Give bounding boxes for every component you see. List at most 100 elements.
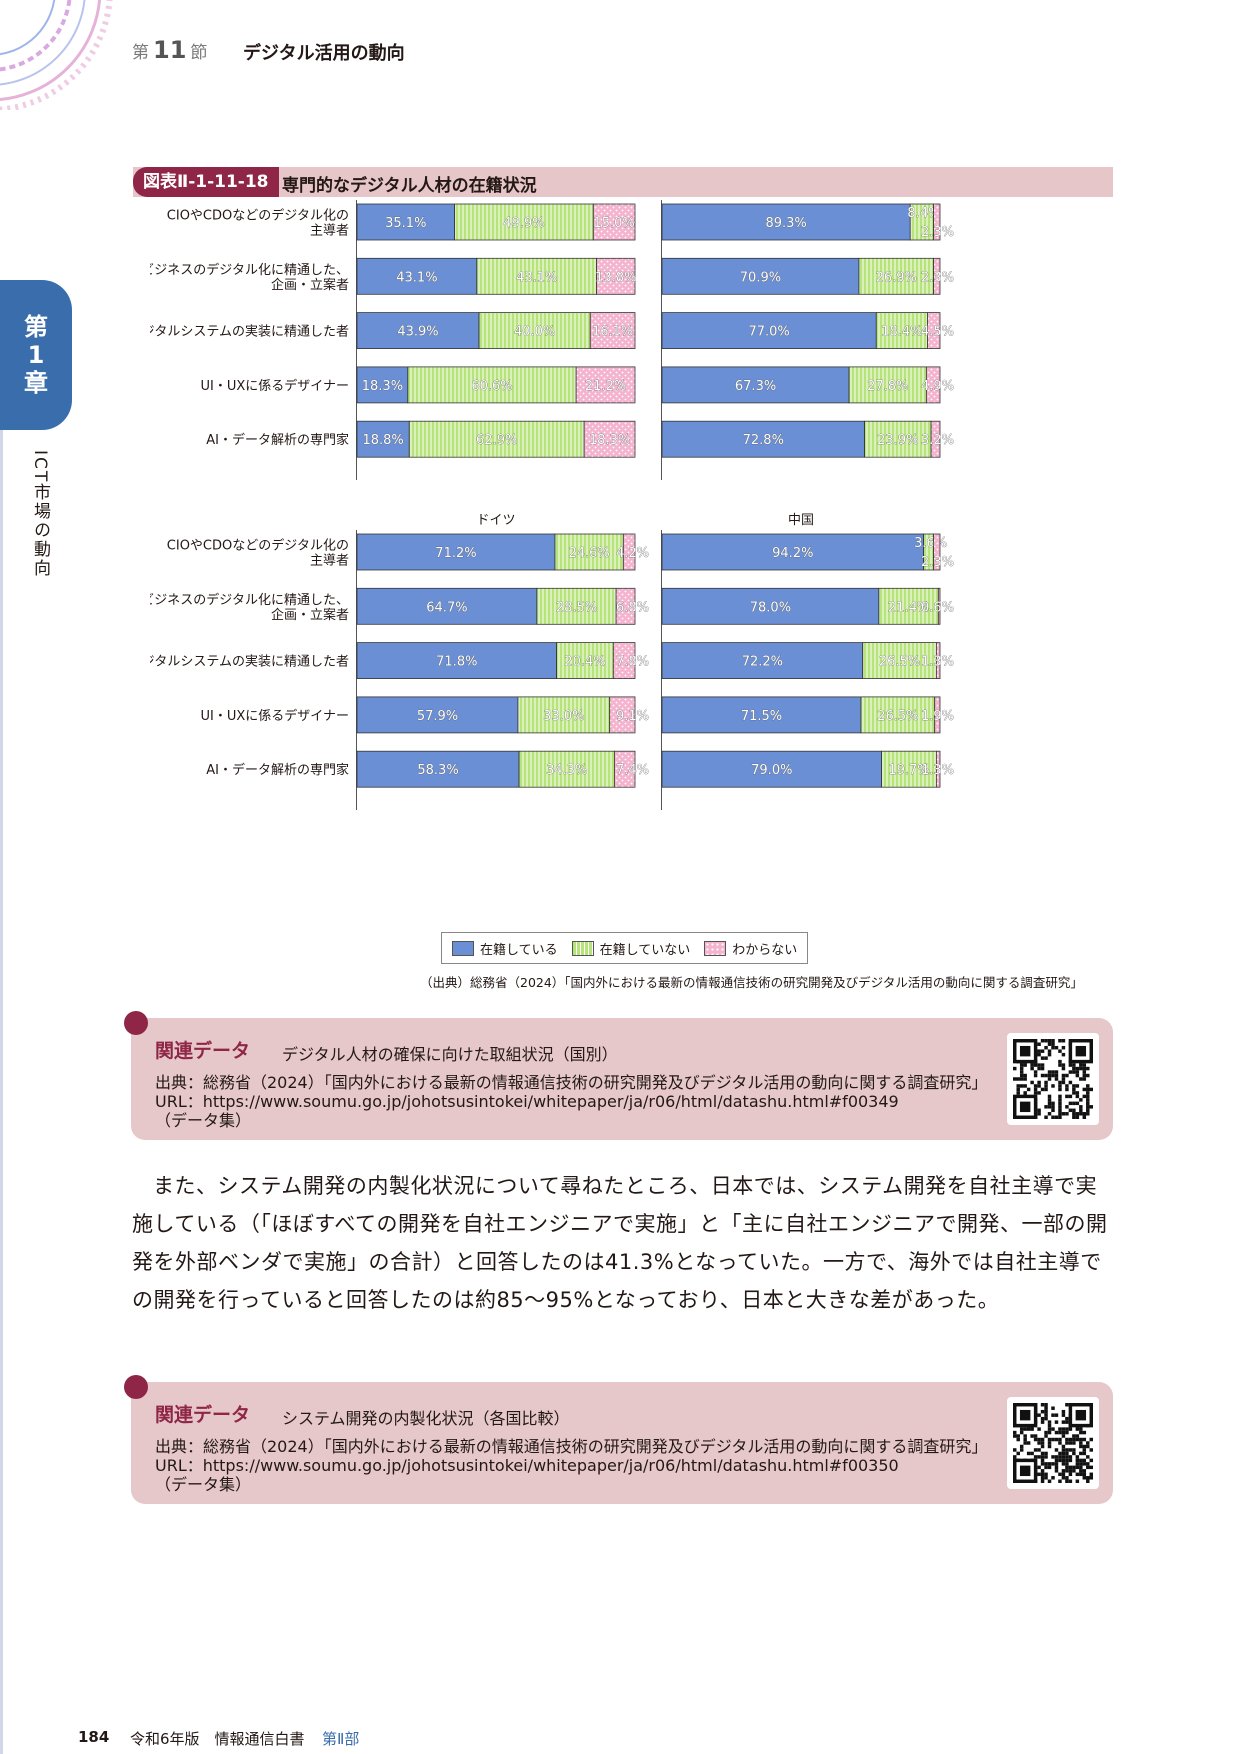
- related-url-1[interactable]: URL：https://www.soumu.go.jp/johotsusinto…: [155, 1092, 899, 1111]
- bar-unknown: [937, 587, 941, 625]
- bar-unknown: [583, 420, 636, 458]
- data-label-absent: 26.5%: [877, 709, 918, 724]
- bar-present: [356, 366, 409, 404]
- data-label-present: 70.9%: [740, 270, 781, 285]
- legend-swatch-unknown: [704, 940, 727, 956]
- body-paragraph: また、システム開発の内製化状況について尋ねたところ、日本では、システム開発を自社…: [132, 1167, 1112, 1319]
- bar-absent: [536, 587, 617, 625]
- data-label-unknown: 0.6%: [921, 600, 954, 615]
- bar-unknown: [615, 587, 636, 625]
- bar-unknown: [609, 696, 636, 734]
- data-label-present: 71.5%: [741, 709, 782, 724]
- bar-present: [356, 420, 410, 458]
- category-label: ビジネスのデジタル化に精通した、: [150, 262, 349, 278]
- bar-absent: [848, 366, 927, 404]
- category-label: 企画・立案者: [271, 277, 349, 293]
- data-label-unknown: 1.3%: [921, 763, 954, 778]
- related-subtitle-1: デジタル人材の確保に向けた取組状況（国別）: [282, 1045, 618, 1064]
- data-label-present: 89.3%: [765, 216, 806, 231]
- related-url-2[interactable]: URL：https://www.soumu.go.jp/johotsusinto…: [155, 1456, 899, 1475]
- data-label-present: 18.8%: [362, 433, 403, 448]
- bar-unknown: [589, 312, 636, 349]
- data-label-present: 72.2%: [742, 655, 783, 670]
- related-data-box-1: [131, 1018, 1113, 1140]
- section-prefix: 第: [132, 43, 149, 63]
- figure-title: 専門的なデジタル人材の在籍状況: [282, 176, 537, 196]
- bar-present: [661, 420, 865, 458]
- data-label-absent: 3.6%: [914, 536, 947, 551]
- bar-unknown: [935, 750, 941, 788]
- data-label-unknown: 4.5%: [921, 325, 954, 340]
- panel-title-2: ドイツ: [476, 513, 515, 528]
- bar-unknown: [933, 203, 941, 241]
- category-label: 主導者: [310, 224, 349, 239]
- category-label: UI・UXに係るデザイナー: [200, 378, 349, 394]
- figure-label: 図表Ⅱ-1-11-18: [133, 167, 279, 197]
- bar-present: [661, 642, 864, 680]
- bar-absent: [454, 203, 594, 241]
- bar-absent: [860, 696, 936, 734]
- data-label-absent: 26.5%: [879, 655, 920, 670]
- data-label-absent: 8.4%: [907, 206, 940, 221]
- legend-item-unknown: わからない: [704, 939, 797, 958]
- header-decoration: [0, 0, 113, 110]
- data-label-present: 71.8%: [436, 655, 477, 670]
- related-note-2: （データ集）: [155, 1475, 252, 1494]
- panel-title-3: 中国: [788, 513, 814, 528]
- data-label-absent: 19.7%: [888, 763, 929, 778]
- data-label-unknown: 6.8%: [616, 600, 649, 615]
- qr-code-1[interactable]: [1007, 1033, 1099, 1125]
- data-label-unknown: 16.1%: [592, 325, 633, 340]
- data-label-absent: 21.4%: [888, 600, 929, 615]
- category-label: UI・UXに係るデザイナー: [200, 708, 349, 724]
- legend-label-unknown: わからない: [732, 942, 798, 958]
- category-label: AI・データ解析の専門家: [206, 762, 349, 778]
- related-data-box-2: [131, 1382, 1113, 1504]
- bar-present: [356, 750, 520, 788]
- bar-present: [661, 533, 925, 571]
- related-heading-1: 関連データ: [155, 1040, 251, 1062]
- data-label-present: 43.1%: [396, 270, 437, 285]
- chapter-tab-line2: 1: [27, 341, 45, 369]
- data-label-present: 57.9%: [417, 709, 458, 724]
- data-label-unknown: 4.2%: [616, 546, 649, 561]
- data-label-present: 79.0%: [751, 763, 792, 778]
- category-label: 企画・立案者: [271, 607, 349, 623]
- bar-present: [661, 257, 860, 295]
- data-label-unknown: 15.0%: [593, 216, 634, 231]
- bar-unknown: [933, 533, 941, 571]
- publication-name: 令和6年版 情報通信白書: [130, 1730, 305, 1748]
- bar-unknown: [614, 750, 636, 788]
- data-label-absent: 43.1%: [516, 270, 557, 285]
- data-label-absent: 60.6%: [471, 379, 512, 394]
- data-label-absent: 40.0%: [514, 325, 555, 340]
- bar-absent: [517, 696, 611, 734]
- data-label-present: 58.3%: [417, 763, 458, 778]
- data-label-present: 64.7%: [426, 600, 467, 615]
- body-paragraph-text: また、システム開発の内製化状況について尋ねたところ、日本では、システム開発を自社…: [132, 1174, 1108, 1312]
- data-label-absent: 23.9%: [877, 433, 918, 448]
- category-label: 主導者: [310, 554, 349, 569]
- data-label-unknown: 2.3%: [921, 555, 954, 570]
- data-label-unknown: 18.3%: [589, 433, 630, 448]
- bar-unknown: [927, 312, 941, 349]
- data-label-present: 67.3%: [735, 379, 776, 394]
- data-label-absent: 62.9%: [476, 433, 517, 448]
- bar-absent: [518, 750, 615, 788]
- data-label-unknown: 3.2%: [921, 433, 954, 448]
- bar-present: [661, 750, 883, 788]
- data-label-present: 77.0%: [748, 325, 789, 340]
- data-label-absent: 49.9%: [503, 216, 544, 231]
- category-label: AI・データ解析の専門家: [206, 432, 349, 448]
- bar-present: [356, 642, 558, 680]
- qr-code-2[interactable]: [1007, 1397, 1099, 1489]
- data-label-present: 78.0%: [750, 600, 791, 615]
- bar-absent: [878, 587, 939, 625]
- bar-unknown: [575, 366, 636, 404]
- data-label-present: 72.8%: [743, 433, 784, 448]
- bar-present: [661, 203, 911, 241]
- related-dot-1: [124, 1011, 148, 1035]
- related-heading-2: 関連データ: [155, 1404, 251, 1426]
- data-label-present: 94.2%: [772, 546, 813, 561]
- chart-source: （出典）総務省（2024）「国内外における最新の情報通信技術の研究開発及びデジタ…: [420, 975, 1083, 990]
